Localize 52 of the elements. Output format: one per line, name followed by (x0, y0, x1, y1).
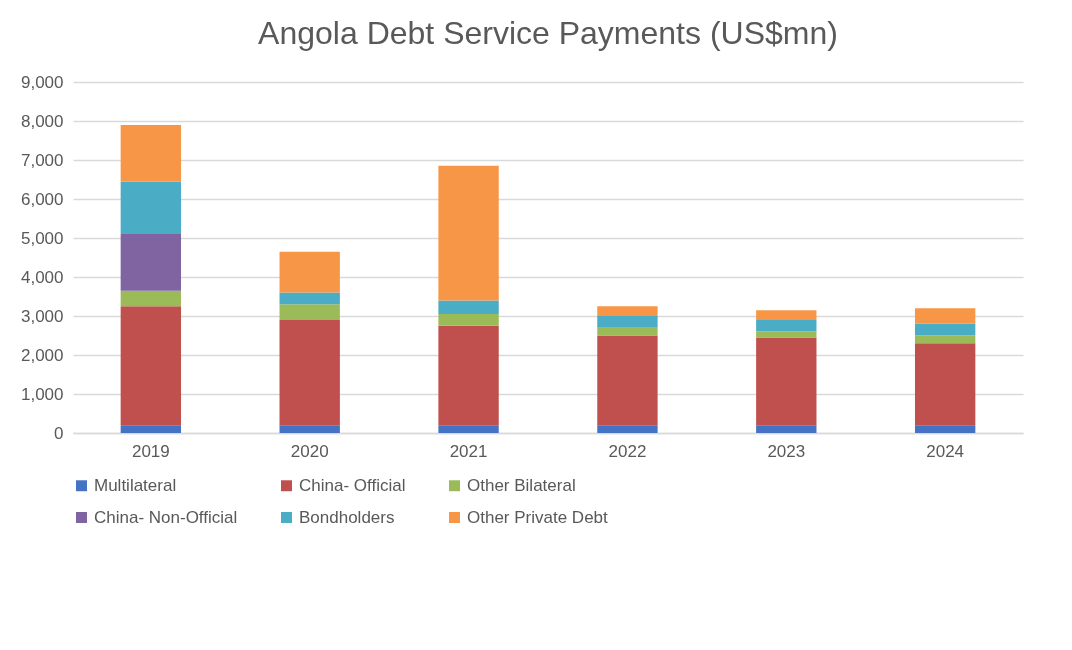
bar (279, 251, 340, 293)
legend-label: China- Non-Official (94, 507, 238, 527)
y-tick-label: 6,000 (20, 189, 64, 209)
legend-label: China- Official (299, 475, 406, 495)
bar (914, 343, 976, 426)
bar (756, 425, 817, 433)
y-tick-label: 2,000 (20, 345, 64, 365)
chart-title: Angola Debt Service Payments (US$mn) (258, 15, 838, 51)
bar (597, 306, 658, 316)
bar (120, 290, 182, 307)
y-tick-label: 5,000 (20, 228, 64, 248)
bar (756, 310, 817, 320)
bar (438, 314, 499, 326)
x-tick-label: 2023 (767, 441, 806, 461)
bar (438, 325, 499, 426)
bar (279, 319, 340, 426)
bar (120, 234, 182, 291)
bar (120, 181, 182, 235)
x-tick-label: 2022 (608, 441, 647, 461)
bar (597, 425, 658, 433)
y-tick-label: 7,000 (20, 150, 64, 170)
x-tick-label: 2020 (290, 441, 329, 461)
bar (438, 300, 499, 315)
y-tick-label: 3,000 (20, 306, 64, 326)
bar (597, 335, 658, 426)
bar (120, 124, 182, 182)
y-tick-label: 4,000 (20, 267, 64, 287)
bar (438, 165, 499, 301)
legend-label: Bondholders (299, 507, 395, 527)
x-tick-label: 2021 (449, 441, 488, 461)
y-tick-label: 0 (54, 423, 64, 443)
bar (120, 425, 182, 433)
legend-label: Other Bilateral (467, 475, 576, 495)
y-tick-label: 1,000 (20, 384, 64, 404)
bar (120, 306, 182, 426)
bar (597, 327, 658, 336)
bar (279, 304, 340, 320)
bar (438, 425, 499, 433)
x-tick-label: 2024 (926, 441, 965, 461)
bar (279, 292, 340, 305)
bar (756, 319, 817, 332)
y-tick-label: 9,000 (20, 72, 64, 92)
legend-label: Multilateral (94, 475, 177, 495)
bar (914, 323, 976, 336)
bar (914, 308, 976, 324)
legend-label: Other Private Debt (467, 507, 609, 527)
bar (756, 337, 817, 426)
x-tick-label: 2019 (131, 441, 170, 461)
y-tick-label: 8,000 (20, 111, 64, 131)
bar (914, 425, 976, 433)
bar (279, 425, 340, 433)
bar (597, 316, 658, 328)
